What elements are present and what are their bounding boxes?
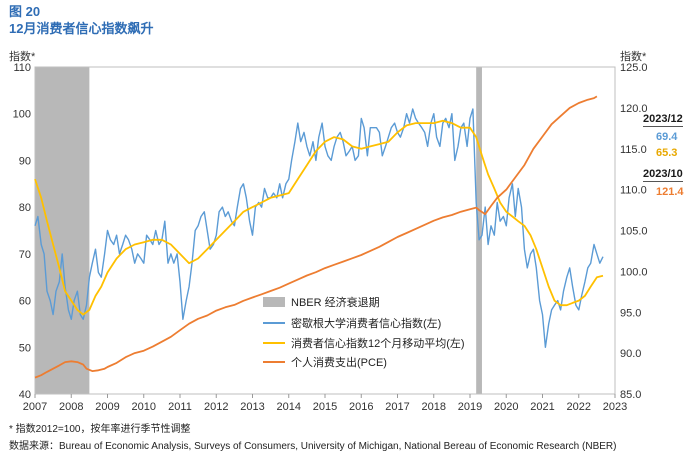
x-tick-2013: 2013	[240, 401, 264, 413]
figure-number: 图 20	[9, 4, 41, 19]
y-tick-right-115.0: 115.0	[620, 144, 647, 156]
x-tick-2009: 2009	[95, 401, 119, 413]
x-tick-2017: 2017	[385, 401, 409, 413]
series-line-1	[34, 108, 604, 348]
x-tick-2012: 2012	[204, 401, 228, 413]
side-ma-value: 65.3	[656, 147, 678, 159]
side-pce-value: 121.4	[656, 186, 684, 198]
x-tick-2022: 2022	[567, 401, 591, 413]
x-tick-2023: 2023	[603, 401, 627, 413]
x-tick-2018: 2018	[422, 401, 446, 413]
legend-recession-swatch	[263, 297, 285, 307]
y-tick-right-125.0: 125.0	[620, 62, 648, 74]
x-tick-2016: 2016	[349, 401, 373, 413]
footnote: * 指数2012=100，按年率进行季节性调整	[9, 424, 191, 435]
y-tick-right-95.0: 95.0	[620, 307, 641, 319]
legend-recession-label: NBER 经济衰退期	[291, 295, 380, 309]
y-tick-left-80: 80	[19, 202, 31, 214]
side-date-2: 2023/10	[643, 168, 683, 182]
x-tick-2010: 2010	[132, 401, 156, 413]
y-tick-left-70: 70	[19, 249, 31, 261]
y-tick-right-120.0: 120.0	[620, 103, 648, 115]
side-michigan-value: 69.4	[656, 131, 678, 143]
y-tick-right-105.0: 105.0	[620, 226, 648, 238]
data-source: 数据来源：Bureau of Economic Analysis, Survey…	[9, 441, 617, 452]
x-tick-2015: 2015	[313, 401, 337, 413]
y-tick-left-100: 100	[13, 109, 31, 121]
y-tick-right-85.0: 85.0	[620, 389, 641, 401]
x-tick-2020: 2020	[494, 401, 518, 413]
y-tick-left-50: 50	[19, 342, 31, 354]
x-tick-2021: 2021	[530, 401, 554, 413]
x-tick-2019: 2019	[458, 401, 482, 413]
y-tick-left-60: 60	[19, 296, 31, 308]
y-tick-right-100.0: 100.0	[620, 266, 648, 278]
y-tick-right-90.0: 90.0	[620, 348, 641, 360]
legend-pce-label: 个人消费支出(PCE)	[291, 355, 387, 369]
chart-title: 12月消费者信心指数飙升	[9, 21, 154, 36]
side-date-1: 2023/12	[643, 113, 683, 127]
y-tick-left-110: 110	[13, 62, 31, 74]
y-tick-left-90: 90	[19, 155, 31, 167]
x-tick-2008: 2008	[59, 401, 83, 413]
recession-band-1	[35, 67, 90, 394]
y-tick-left-40: 40	[19, 389, 31, 401]
series-line-2	[34, 119, 604, 316]
right-axis-unit: 指数*	[620, 51, 647, 63]
legend-ma-label: 消费者信心指数12个月移动平均(左)	[291, 336, 465, 350]
y-tick-right-110.0: 110.0	[620, 185, 647, 197]
x-tick-2007: 2007	[23, 401, 47, 413]
x-tick-2011: 2011	[168, 401, 192, 413]
series-line-3	[34, 95, 598, 379]
legend-michigan-label: 密歇根大学消费者信心指数(左)	[291, 316, 441, 330]
left-axis-unit: 指数*	[9, 51, 36, 63]
x-tick-2014: 2014	[277, 401, 301, 413]
